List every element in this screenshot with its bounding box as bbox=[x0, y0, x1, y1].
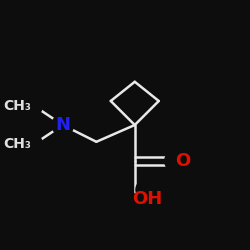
Text: O: O bbox=[176, 152, 191, 170]
Circle shape bbox=[52, 114, 74, 136]
Text: CH₃: CH₃ bbox=[4, 99, 32, 113]
Text: OH: OH bbox=[132, 190, 162, 208]
Circle shape bbox=[21, 95, 42, 116]
Circle shape bbox=[136, 179, 158, 201]
Circle shape bbox=[165, 150, 186, 172]
Text: CH₃: CH₃ bbox=[4, 137, 32, 151]
Circle shape bbox=[21, 134, 42, 155]
Text: N: N bbox=[55, 116, 70, 134]
